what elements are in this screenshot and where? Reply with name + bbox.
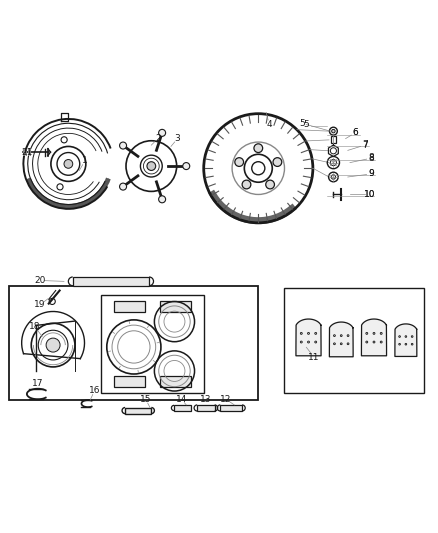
Circle shape bbox=[300, 341, 302, 343]
Circle shape bbox=[300, 333, 302, 334]
Circle shape bbox=[411, 343, 413, 345]
Circle shape bbox=[242, 180, 251, 189]
Circle shape bbox=[373, 333, 375, 334]
Circle shape bbox=[266, 180, 275, 189]
Bar bbox=[285, 288, 424, 393]
Circle shape bbox=[340, 335, 342, 336]
Circle shape bbox=[120, 183, 127, 190]
Circle shape bbox=[120, 142, 127, 149]
Circle shape bbox=[64, 159, 73, 168]
Circle shape bbox=[332, 130, 335, 133]
Text: 10: 10 bbox=[364, 190, 375, 198]
Text: 7: 7 bbox=[362, 140, 368, 149]
Text: 20: 20 bbox=[34, 276, 46, 285]
Text: 4: 4 bbox=[266, 120, 272, 128]
Circle shape bbox=[405, 336, 407, 337]
Circle shape bbox=[333, 335, 336, 336]
Text: 5: 5 bbox=[299, 119, 305, 128]
Bar bbox=[114, 376, 145, 386]
Circle shape bbox=[307, 341, 310, 343]
Circle shape bbox=[366, 333, 368, 334]
Text: 5: 5 bbox=[304, 120, 309, 128]
Polygon shape bbox=[329, 322, 353, 357]
Circle shape bbox=[46, 338, 60, 352]
Bar bbox=[197, 405, 215, 411]
Circle shape bbox=[399, 343, 400, 345]
Bar bbox=[331, 136, 336, 143]
Text: 12: 12 bbox=[220, 395, 232, 403]
Circle shape bbox=[254, 144, 263, 152]
Text: 15: 15 bbox=[140, 395, 152, 403]
Circle shape bbox=[159, 130, 166, 136]
Circle shape bbox=[315, 341, 317, 343]
Text: 17: 17 bbox=[32, 379, 43, 388]
Text: 8: 8 bbox=[368, 154, 374, 162]
Bar bbox=[160, 302, 191, 312]
Text: 11: 11 bbox=[308, 353, 320, 362]
Text: 7: 7 bbox=[362, 141, 368, 150]
Circle shape bbox=[307, 333, 310, 334]
Text: 1: 1 bbox=[82, 156, 88, 165]
Text: 16: 16 bbox=[89, 386, 100, 395]
Bar bbox=[101, 295, 204, 393]
Circle shape bbox=[340, 343, 342, 345]
Circle shape bbox=[333, 343, 336, 345]
Text: 3: 3 bbox=[175, 134, 180, 143]
Text: 18: 18 bbox=[29, 322, 40, 331]
Circle shape bbox=[273, 158, 282, 166]
Circle shape bbox=[159, 196, 166, 203]
Circle shape bbox=[315, 333, 317, 334]
Circle shape bbox=[399, 336, 400, 337]
Bar bbox=[10, 286, 258, 400]
Circle shape bbox=[147, 161, 155, 171]
Circle shape bbox=[331, 175, 336, 179]
Bar bbox=[114, 302, 145, 312]
Circle shape bbox=[347, 335, 349, 336]
Circle shape bbox=[380, 341, 382, 343]
Text: 19: 19 bbox=[34, 301, 46, 310]
Bar bbox=[73, 277, 149, 286]
Text: 13: 13 bbox=[200, 395, 212, 403]
Circle shape bbox=[405, 343, 407, 345]
Text: 14: 14 bbox=[176, 395, 187, 403]
Circle shape bbox=[235, 158, 244, 166]
Circle shape bbox=[183, 163, 190, 169]
Text: 9: 9 bbox=[368, 169, 374, 179]
Bar bbox=[220, 405, 242, 411]
Bar bbox=[160, 376, 191, 386]
Circle shape bbox=[366, 341, 368, 343]
Text: 6: 6 bbox=[352, 128, 358, 138]
Text: 9: 9 bbox=[368, 168, 374, 177]
Circle shape bbox=[411, 336, 413, 337]
Polygon shape bbox=[395, 324, 417, 357]
Circle shape bbox=[347, 343, 349, 345]
Text: 21: 21 bbox=[21, 148, 33, 157]
Bar bbox=[125, 408, 151, 414]
Text: 2: 2 bbox=[155, 134, 161, 143]
Polygon shape bbox=[296, 319, 321, 356]
Bar bbox=[174, 405, 191, 410]
Text: 6: 6 bbox=[352, 128, 358, 138]
Polygon shape bbox=[361, 319, 387, 356]
Text: 10: 10 bbox=[364, 190, 375, 199]
Circle shape bbox=[380, 333, 382, 334]
Circle shape bbox=[373, 341, 375, 343]
Text: 8: 8 bbox=[368, 154, 374, 163]
